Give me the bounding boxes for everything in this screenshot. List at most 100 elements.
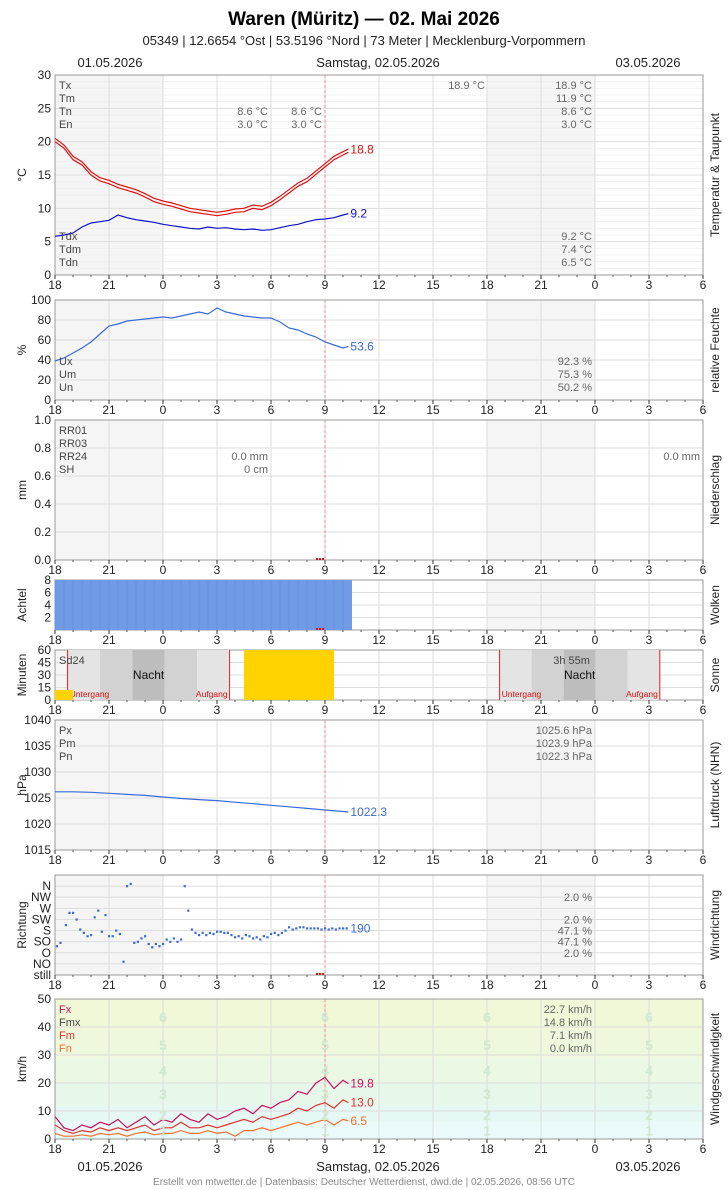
x-tick-label: 0	[592, 978, 599, 992]
wind-dir-point	[129, 882, 132, 886]
beaufort-label: 1	[483, 1123, 491, 1139]
footer-date-center: Samstag, 02.05.2026	[316, 1159, 440, 1174]
y-tick-label: 6	[44, 586, 51, 600]
wind-dir-point	[306, 927, 309, 930]
x-tick-label: 21	[102, 278, 116, 292]
x-tick-label: 0	[160, 633, 167, 647]
wind-dir-point	[136, 940, 139, 943]
x-tick-label: 6	[700, 978, 707, 992]
wind-dir-point	[280, 931, 283, 934]
wind-dir-point	[334, 928, 337, 931]
panel-humidity: 0 20 40 60 80 100 18 21 0 3 6 9 12 15 18 21 0 3 6% relative…	[15, 293, 722, 417]
wind-dir-point	[295, 927, 298, 930]
wind-dir-point	[64, 924, 67, 927]
stat-value: 1025.6 hPa	[536, 725, 593, 737]
beaufort-label: 5	[321, 1037, 329, 1053]
stat-value: 0 cm	[244, 464, 268, 476]
stat-key: Tdm	[59, 244, 81, 256]
sunset-label: Untergang	[502, 689, 542, 699]
night-band	[563, 650, 596, 700]
x-tick-label: 3	[214, 403, 221, 417]
wind-dir-point	[241, 937, 244, 940]
y-tick-label: 1040	[24, 713, 51, 727]
x-tick-label: 15	[426, 403, 440, 417]
series-Tx	[54, 137, 349, 213]
x-tick-label: 12	[372, 403, 386, 417]
x-tick-label: 0	[160, 978, 167, 992]
wind-dir-point	[154, 942, 157, 946]
series-P	[55, 791, 349, 813]
beaufort-label: 5	[159, 1037, 167, 1053]
wind-dir-point	[75, 918, 78, 921]
x-tick-label: 21	[102, 403, 116, 417]
x-tick-label: 18	[480, 403, 494, 417]
side-label: Temperatur & Taupunkt	[708, 112, 722, 237]
wind-dir-point	[122, 960, 125, 963]
y-tick-label: 0.2	[34, 525, 51, 539]
x-tick-label: 6	[268, 278, 275, 292]
x-tick-label: 18	[480, 278, 494, 292]
x-tick-label: 3	[214, 978, 221, 992]
x-tick-label: 6	[268, 1142, 275, 1156]
x-tick-label: 3	[646, 703, 653, 717]
wind-dir-point	[262, 935, 265, 938]
wind-dir-point	[172, 937, 175, 940]
sunset-label: Untergang	[70, 689, 110, 699]
x-tick-label: 18	[48, 278, 62, 292]
x-tick-label: 15	[426, 853, 440, 867]
stat-value: 0.0 mm	[231, 451, 268, 463]
x-tick-label: 21	[534, 703, 548, 717]
y-tick-label: 5	[44, 235, 51, 249]
wind-dir-point	[259, 938, 262, 941]
y-axis-label: km/h	[15, 1056, 29, 1082]
wind-dir-point	[194, 931, 197, 934]
footer-date-left: 01.05.2026	[77, 1159, 142, 1174]
series-Tm	[54, 141, 349, 217]
wind-dir-point	[100, 930, 103, 933]
wind-dir-point	[342, 927, 345, 930]
x-tick-label: 0	[592, 563, 599, 577]
x-tick-label: 12	[372, 978, 386, 992]
side-label: Sonne	[708, 657, 722, 692]
x-tick-label: 18	[48, 563, 62, 577]
wind-dir-point	[237, 935, 240, 938]
x-tick-label: 9	[322, 703, 329, 717]
x-tick-label: 6	[700, 563, 707, 577]
stat-value: 1022.3 hPa	[536, 751, 593, 763]
y-axis-label: %	[15, 344, 29, 355]
beaufort-label: 5	[483, 1037, 491, 1053]
beaufort-label: 5	[645, 1037, 653, 1053]
y-tick-label: S	[43, 924, 51, 938]
wind-dir-point	[331, 927, 334, 930]
sun-bar	[55, 690, 73, 700]
x-tick-label: 3	[214, 853, 221, 867]
footer-date-right: 03.05.2026	[615, 1159, 680, 1174]
beaufort-label: 4	[483, 1062, 491, 1078]
x-tick-label: 12	[372, 633, 386, 647]
y-tick-label: 20	[38, 135, 52, 149]
x-tick-label: 3	[646, 278, 653, 292]
wind-dir-point	[133, 941, 136, 944]
x-tick-label: 15	[426, 1142, 440, 1156]
sun-bar	[244, 650, 334, 700]
x-tick-label: 6	[268, 403, 275, 417]
wind-dir-point	[176, 940, 179, 943]
stat-value: 14.8 km/h	[544, 1017, 592, 1029]
wind-dir-point	[320, 928, 323, 931]
wind-dir-point	[165, 938, 168, 941]
x-tick-label: 18	[480, 853, 494, 867]
x-tick-label: 21	[102, 563, 116, 577]
now-marker	[316, 628, 318, 630]
x-tick-label: 15	[426, 563, 440, 577]
stat-value: 2.0 %	[564, 914, 592, 926]
x-tick-label: 9	[322, 563, 329, 577]
stat-key: RR03	[59, 438, 87, 450]
night-band	[627, 650, 660, 700]
x-tick-label: 0	[160, 703, 167, 717]
x-tick-label: 0	[592, 633, 599, 647]
x-tick-label: 3	[646, 633, 653, 647]
night-band	[499, 650, 532, 700]
y-tick-label: 0.0	[34, 553, 51, 567]
